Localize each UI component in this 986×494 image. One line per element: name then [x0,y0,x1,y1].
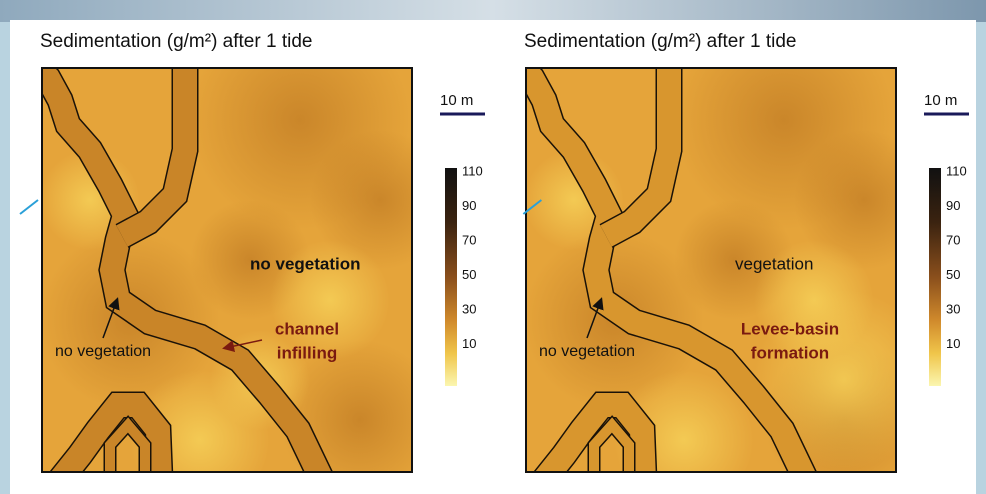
map [514,10,934,494]
colorbar-tick-label: 30 [462,301,476,316]
process-label: Levee-basin [741,319,839,338]
colorbar-tick-label: 50 [462,267,476,282]
colorbar [929,168,941,386]
process-label: channel [275,319,339,338]
colorbar-tick-label: 30 [946,301,960,316]
background-photo [0,0,986,22]
colorbar-tick-label: 70 [462,232,476,247]
colorbar-tick-label: 90 [462,198,476,213]
colorbar-tick-label: 10 [462,336,476,351]
colorbar-tick-label: 70 [946,232,960,247]
region-label: no vegetation [250,254,361,273]
scale-bar-label: 10 m [924,92,957,109]
panel-title: Sedimentation (g/m²) after 1 tide [40,31,312,52]
colorbar-tick-label: 90 [946,198,960,213]
map [30,10,450,494]
channel-label: no vegetation [55,343,151,360]
figure: Sedimentation (g/m²) after 1 tide 10 m 110… [0,0,986,494]
process-label: infilling [277,343,337,362]
colorbar-tick-label: 10 [946,336,960,351]
colorbar-tick-label: 110 [462,163,483,178]
panel-title: Sedimentation (g/m²) after 1 tide [524,31,796,52]
channel-label: no vegetation [539,343,635,360]
colorbar-tick-label: 50 [946,267,960,282]
region-label: vegetation [735,254,813,273]
colorbar-tick-label: 110 [946,163,967,178]
scale-bar-label: 10 m [440,92,473,109]
process-label: formation [751,343,829,362]
colorbar [445,168,457,386]
